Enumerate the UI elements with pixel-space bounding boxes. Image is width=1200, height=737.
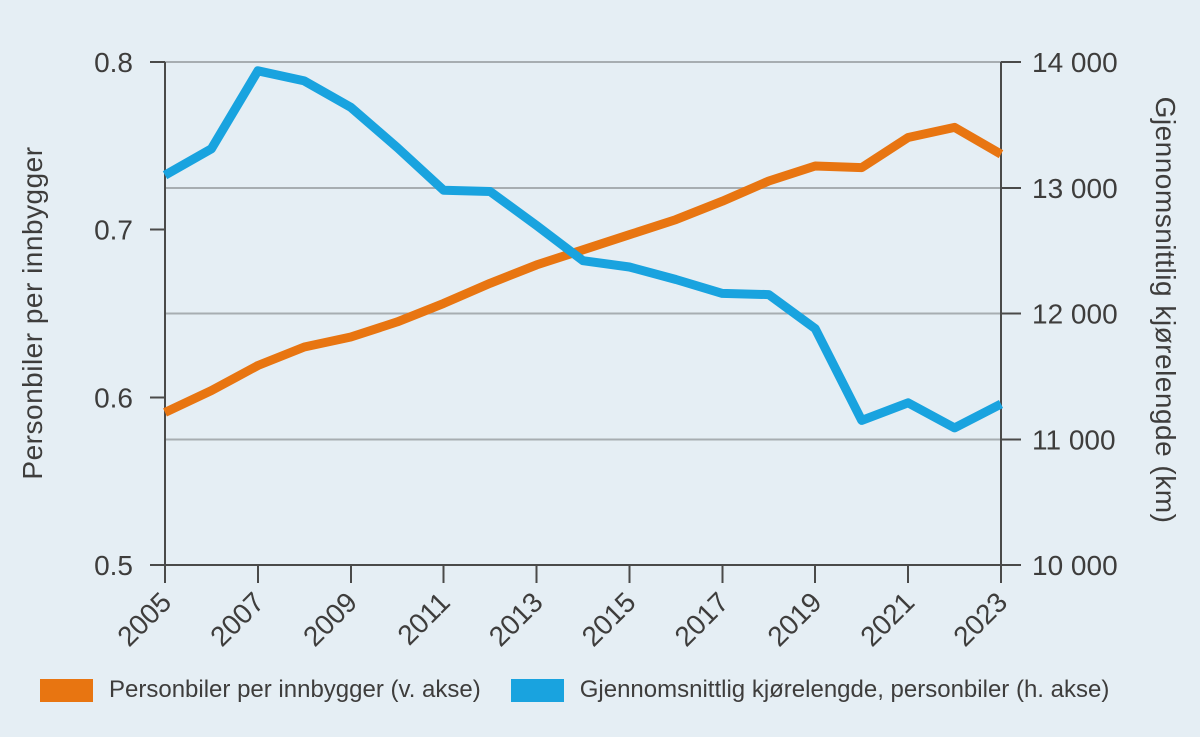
left-axis-tick-label: 0.7: [94, 215, 133, 246]
x-axis-tick-label: 2019: [761, 586, 827, 652]
x-axis-tick-label: 2011: [391, 586, 456, 651]
left-axis-tick-label: 0.8: [94, 47, 133, 78]
legend-label-personbiler: Personbiler per innbygger (v. akse): [109, 676, 481, 703]
x-axis-tick-label: 2005: [111, 586, 177, 652]
left-axis-tick-label: 0.6: [94, 382, 133, 413]
right-axis-tick-label: 13 000: [1032, 173, 1118, 204]
left-axis-title: Personbiler per innbygger: [17, 146, 48, 479]
legend-label-kjorelengde: Gjennomsnittlig kjørelengde, personbiler…: [579, 676, 1110, 703]
legend-swatch-blue-icon: [510, 678, 564, 702]
grid-layer: [165, 61, 1001, 441]
left-axis-tick-label: 0.5: [94, 550, 133, 581]
x-axis-tick-label: 2015: [576, 586, 642, 652]
legend-swatch-orange-icon: [40, 678, 93, 702]
right-axis-tick-label: 11 000: [1032, 424, 1116, 455]
axes-layer: [150, 61, 1021, 583]
series-line-personbiler: [163, 122, 1004, 417]
right-axis-title: Gjennomsnittlig kjørelengde (km): [1150, 97, 1181, 524]
legend-item-kjorelengde: Gjennomsnittlig kjørelengde, personbiler…: [510, 676, 1110, 704]
x-axis-tick-label: 2017: [669, 586, 735, 652]
chart-legend: Personbiler per innbygger (v. akse) Gjen…: [40, 676, 1109, 704]
x-axis-tick-label: 2009: [297, 586, 363, 652]
right-axis-tick-label: 14 000: [1032, 47, 1118, 78]
x-axis-tick-label: 2021: [854, 586, 920, 652]
legend-item-personbiler: Personbiler per innbygger (v. akse): [40, 676, 481, 704]
right-axis-tick-label: 10 000: [1032, 550, 1118, 581]
series-line-kjorelengde: [162, 66, 1004, 433]
x-axis-tick-label: 2023: [947, 586, 1013, 652]
series-layer: [162, 66, 1004, 433]
x-axis-tick-label: 2013: [483, 586, 549, 652]
right-axis-tick-label: 12 000: [1032, 299, 1118, 330]
x-axis-tick-label: 2007: [204, 586, 270, 652]
